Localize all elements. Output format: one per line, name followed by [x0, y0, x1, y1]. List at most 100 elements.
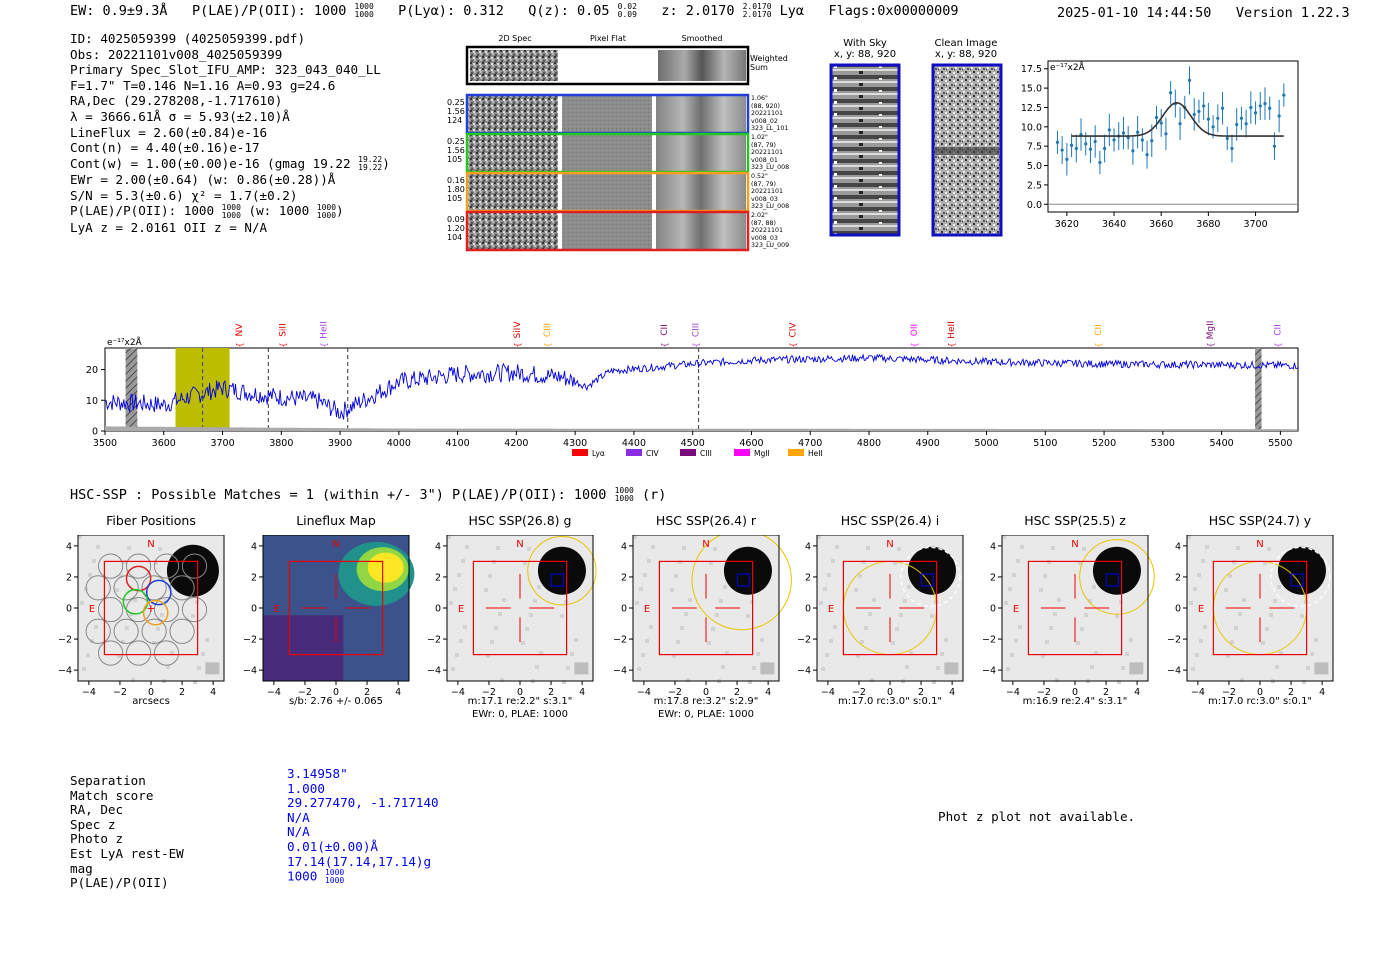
hsc-noise-speck: [1094, 651, 1098, 655]
hsc-ytick-label: 0: [990, 604, 996, 615]
spec-xtick-label: 3500: [93, 438, 117, 449]
hsc-ytick-label: 4: [66, 541, 72, 552]
hsc-noise-speck: [831, 559, 835, 563]
info-contw-lo: 19.22: [358, 163, 383, 173]
clean-image-trace: [935, 147, 999, 155]
hsc-ytick-label: 2: [1175, 572, 1181, 583]
hsc-noise-speck: [527, 547, 531, 551]
hsc-noise-speck: [1084, 613, 1088, 617]
hsc-xtick-label: 2: [918, 687, 924, 698]
hsc-xtick-label: 0: [333, 687, 339, 698]
hsc-noise-speck: [1008, 587, 1012, 591]
spec-xtick-label: 4600: [739, 438, 763, 449]
fit-ytick-label: 5.0: [1027, 161, 1042, 172]
hsc-bright-source: [537, 546, 586, 595]
hsc-noise-speck: [566, 666, 570, 670]
hsc-faint-source: [574, 662, 589, 675]
fiber-circle: [98, 553, 124, 579]
spec-line-tick: {: [543, 342, 552, 347]
hsc-xtick-label: −2: [1037, 687, 1051, 698]
hsc-noise-speck: [1006, 667, 1010, 671]
hsc-noise-speck: [1053, 612, 1057, 616]
hsc-noise-speck: [1242, 598, 1246, 602]
north-label: N: [1256, 539, 1263, 550]
hsc-panel-caption: arcsecs: [132, 696, 170, 707]
hsc-noise-speck: [1275, 665, 1279, 669]
hsc-xtick-label: 4: [949, 687, 955, 698]
spec-xtick-label: 4700: [798, 438, 822, 449]
fiber-row-frame: [465, 210, 750, 252]
spec-highlight-band: [175, 348, 230, 431]
hsc-noise-speck: [1043, 574, 1047, 578]
hsc-xtick-label: −4: [1006, 687, 1020, 698]
hsc-noise-speck: [635, 601, 639, 605]
hsc-noise-speck: [930, 614, 934, 618]
fit-point: [1263, 101, 1267, 106]
hsc-noise-speck: [907, 585, 911, 589]
hsc-noise-speck: [562, 680, 566, 684]
fiber-circle: [141, 618, 167, 644]
spec-hatched-band: [125, 348, 138, 431]
info-contw-hi: 19.22: [358, 155, 383, 165]
hsc-noise-speck: [78, 535, 82, 539]
hsc-ytick-label: −2: [243, 635, 257, 646]
hsc-noise-speck: [115, 588, 119, 592]
header-qz-hi: 0.02: [617, 2, 637, 11]
hsc-noise-speck: [1039, 588, 1043, 592]
fit-point: [1069, 143, 1074, 148]
east-label: E: [458, 604, 464, 615]
hsc-xtick-label: 0: [1257, 687, 1263, 698]
hsc-noise-speck: [723, 585, 727, 589]
hsc-noise-speck: [1016, 559, 1020, 563]
hsc-noise-speck: [899, 613, 903, 617]
spec-line-marker: CII: [1094, 324, 1104, 336]
fit-point: [1055, 140, 1060, 144]
hsc-bright-source: [1277, 546, 1326, 595]
hsc-noise-speck: [827, 573, 831, 577]
hsc-xtick-label: 4: [1319, 687, 1325, 698]
hsc-noise-speck: [1018, 625, 1022, 629]
selected-fiber-circle: [145, 579, 172, 606]
hsc-noise-speck: [872, 598, 876, 602]
hsc-noise-speck: [835, 545, 839, 549]
fiber-row-left-value: 124: [447, 116, 463, 125]
hsc-noise-speck: [92, 559, 96, 563]
weighted-2d-image: [470, 50, 558, 81]
with-sky-caption: With Sky x, y: 88, 920: [820, 38, 910, 60]
hsc-ytick-label: −2: [58, 635, 72, 646]
fit-point: [1178, 122, 1182, 126]
info-plae-row: P(LAE)/P(OII): 1000 1000 1000 (w: 1000 10…: [70, 202, 344, 220]
hsc-ytick-label: −4: [1167, 666, 1181, 677]
fit-point: [1060, 148, 1064, 152]
info-contw-row: Cont(w) = 1.00(±0.00)e-16 (gmag 19.22 19…: [70, 155, 390, 173]
info-block: ID: 4025059399 (4025059399.pdf) Obs: 202…: [70, 31, 390, 236]
hsc-noise-speck: [817, 535, 821, 539]
hsc-noise-speck: [1057, 598, 1061, 602]
spec-line-marker: HeII: [320, 321, 330, 339]
hsc-noise-speck: [537, 585, 541, 589]
hsc-xtick-label: 2: [364, 687, 370, 698]
hsc-bright-source: [1092, 546, 1141, 595]
header-qz-lo: 0.09: [617, 10, 637, 19]
hsc-noise-speck: [459, 639, 463, 643]
spec-line-marker: OII: [910, 324, 920, 336]
hsc-ytick-label: −4: [58, 666, 72, 677]
hsc-xtick-label: −2: [113, 687, 127, 698]
hsc-ytick-label: −4: [797, 666, 811, 677]
fiber-row-right-value: 20221101: [751, 188, 784, 196]
fit-point: [1159, 121, 1163, 125]
hsc-noise-speck: [1078, 561, 1082, 565]
match-label-specz: Spec z: [70, 816, 116, 832]
hsc-panel-image: N E −4 −4 −2 −2 0 0 2 2 4 4: [613, 535, 792, 698]
hsc-panel-title: HSC SSP(24.7) y: [1208, 513, 1312, 528]
hsc-xtick-label: 4: [765, 687, 771, 698]
hsc-noise-speck: [82, 667, 86, 671]
spec-hatched-band: [1255, 348, 1262, 431]
hsc-noise-speck: [1125, 652, 1129, 656]
hsc-noise-speck: [1076, 641, 1080, 645]
spec-line-tick: {: [320, 342, 329, 347]
spec-xtick-label: 5200: [1092, 438, 1116, 449]
fiber-row-right-value: v008_02: [751, 117, 778, 125]
info-plae-w-lo: 1000: [316, 210, 337, 220]
fiber-row-right-value: 323_LU_008: [751, 164, 790, 172]
